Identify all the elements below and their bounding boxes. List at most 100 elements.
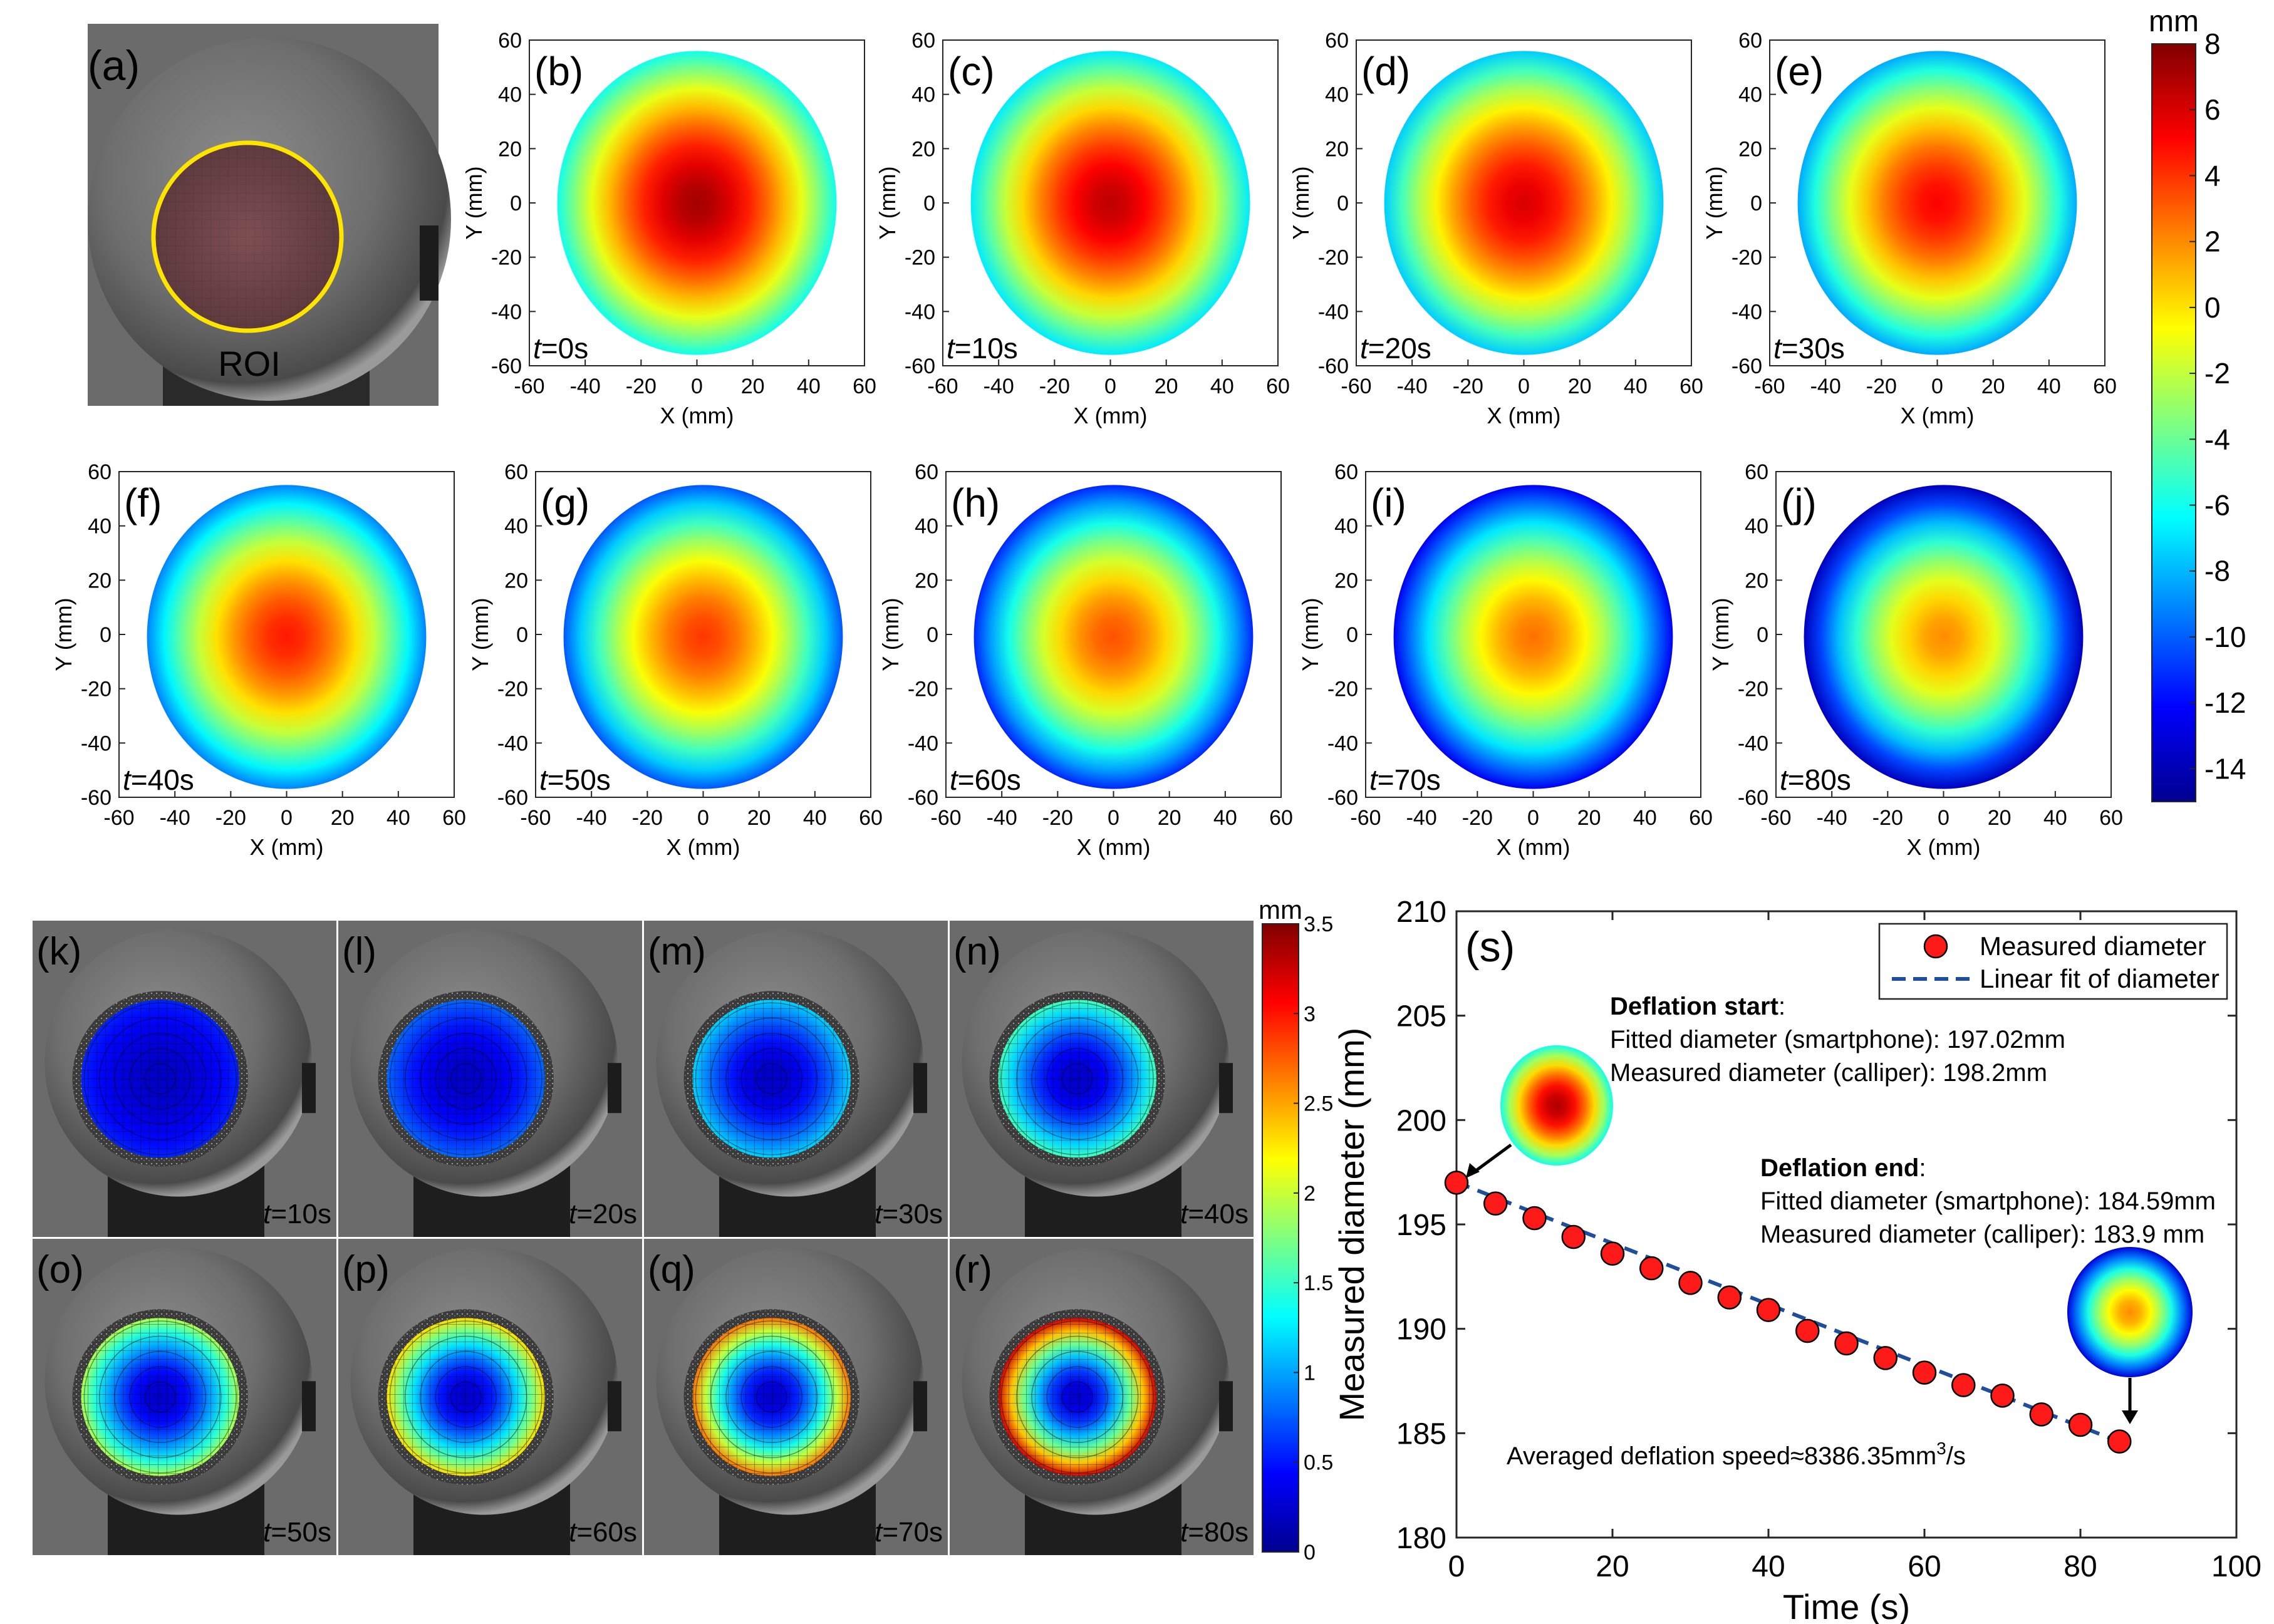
colorbar-tick-label: 3.5: [1304, 913, 1333, 936]
y-tick-label: 40: [1325, 83, 1349, 107]
mesh-ring: [725, 1033, 818, 1125]
y-tick-label: -40: [1327, 732, 1358, 755]
x-tick-label: 40: [1213, 806, 1237, 830]
x-axis-label: X (mm): [1907, 834, 1981, 860]
x-tick-label: 20: [1988, 806, 2012, 830]
colorbar-tick-label: -12: [2204, 686, 2246, 719]
y-tick-label: 60: [1738, 29, 1762, 53]
map-panel-0: -60 -40 -20 0 20 40 60 60 40 20 0 -20 -40 -60 X (mm) Y …: [461, 29, 876, 428]
colorbar-gradient: [1262, 923, 1299, 1553]
x-axis-label: X (mm): [667, 834, 740, 860]
x-tick-label: 60: [853, 375, 876, 398]
end-title-colon: :: [1919, 1154, 1926, 1182]
time-value: =70s: [1378, 763, 1441, 796]
x-tick-label: 80: [2064, 1550, 2097, 1583]
mesh-ring: [435, 1366, 497, 1428]
end-measured-diameter: Measured diameter (calliper): 183.9 mm: [1760, 1221, 2204, 1248]
displacement-field: [1804, 485, 2084, 789]
x-tick-label: -40: [984, 375, 1014, 398]
photo-panel-3: (n) t=40s: [950, 921, 1254, 1237]
x-tick-label: -20: [1039, 375, 1070, 398]
speed-sup: 3: [1936, 1439, 1946, 1458]
displacement-field: [973, 485, 1254, 789]
mesh-overlay: [998, 1318, 1156, 1476]
y-tick-label: 20: [88, 569, 112, 592]
time-value: =30s: [1782, 332, 1845, 365]
y-tick-label: 40: [88, 515, 112, 539]
y-tick-label: 40: [1334, 515, 1358, 539]
mesh-ring: [1046, 1048, 1108, 1110]
x-tick-label: -40: [1810, 375, 1841, 398]
colorbar-tick-label: 2.5: [1304, 1092, 1333, 1116]
y-tick-label: -60: [1318, 354, 1349, 378]
y-tick-label: -60: [1738, 786, 1768, 810]
mesh-ring: [725, 1351, 818, 1443]
displacement-field: [557, 51, 837, 355]
x-tick-label: -40: [1406, 806, 1437, 830]
photo-panel-0: (k) t=10s: [33, 921, 336, 1237]
time-value: =10s: [955, 332, 1018, 365]
x-tick-label: -20: [1866, 375, 1897, 398]
data-point: [1600, 1241, 1625, 1266]
panel-a: (a) ROI: [88, 24, 451, 406]
y-axis-label: Y (mm): [1288, 166, 1314, 239]
mesh-ring: [1061, 1381, 1093, 1413]
x-tick-label: -60: [103, 806, 134, 830]
y-tick-label: 60: [915, 460, 938, 484]
photo-panel-7: (r) t=80s: [950, 1239, 1254, 1555]
time-var: t: [263, 1199, 272, 1229]
x-tick-label: 60: [2099, 806, 2123, 830]
time-var: t: [533, 332, 543, 365]
x-tick-label: -20: [1872, 806, 1903, 830]
y-tick-label: 40: [504, 515, 528, 539]
x-tick-label: 20: [747, 806, 771, 830]
mesh-ring: [404, 1017, 527, 1140]
displacement-field: [970, 51, 1250, 355]
y-tick-label: 60: [1334, 460, 1358, 484]
y-tick-label: 0: [1750, 192, 1762, 215]
y-tick-label: 60: [1325, 29, 1349, 53]
start-measured-diameter: Measured diameter (calliper): 198.2mm: [1610, 1059, 2047, 1087]
time-value: =40s: [131, 763, 194, 796]
time-var: t: [947, 332, 956, 365]
photo-panel-1: (l) t=20s: [338, 921, 642, 1237]
y-tick-label: 40: [1738, 83, 1762, 107]
photo-panel-6: (q) t=70s: [644, 1239, 948, 1555]
data-point: [1522, 1206, 1547, 1231]
y-axis-label: Y (mm): [1297, 597, 1323, 671]
y-tick-label: 60: [498, 29, 522, 53]
y-tick-label: 20: [498, 137, 522, 161]
x-tick-label: -60: [514, 375, 544, 398]
start-arrow: [1470, 1143, 1512, 1176]
start-arrowhead: [1466, 1163, 1480, 1178]
y-tick-label: -40: [1318, 300, 1349, 324]
time-var: t: [1180, 1517, 1189, 1548]
colorbar-tick-label: 3: [1304, 1002, 1316, 1026]
panel-label: (l): [342, 930, 376, 973]
x-axis-label: X (mm): [1901, 403, 1975, 428]
y-tick-label: -60: [491, 354, 522, 378]
x-tick-label: 20: [1155, 375, 1178, 398]
mesh-ring: [1061, 1063, 1093, 1095]
speed-text: Averaged deflation speed≈8386.35mm: [1507, 1442, 1936, 1470]
x-axis-label: X (mm): [1487, 403, 1561, 428]
time-var: t: [875, 1517, 883, 1548]
map-panel-6: -60 -40 -20 0 20 40 60 60 40 20 0 -20 -40 -60 X (mm) Y …: [878, 460, 1293, 860]
colorbar-gradient: [2151, 43, 2196, 802]
panel-label: (o): [36, 1248, 84, 1291]
x-tick-label: -60: [1760, 806, 1791, 830]
photo-clip: [913, 1063, 927, 1114]
colorbar-unit: mm: [1259, 895, 1302, 924]
x-tick-label: 0: [691, 375, 703, 398]
x-tick-label: 0: [1931, 375, 1943, 398]
x-tick-label: -20: [1462, 806, 1493, 830]
mesh-ring: [1015, 1017, 1139, 1140]
time-value: =80s: [1788, 763, 1851, 796]
map-panel-3: -60 -40 -20 0 20 40 60 60 40 20 0 -20 -40 -60 X (mm) Y …: [1701, 29, 2117, 428]
y-tick-label: 40: [498, 83, 522, 107]
y-tick-label: 0: [1337, 192, 1349, 215]
mesh-ring: [1015, 1335, 1139, 1459]
mesh-ring: [1031, 1033, 1124, 1125]
x-tick-label: 40: [2043, 806, 2067, 830]
